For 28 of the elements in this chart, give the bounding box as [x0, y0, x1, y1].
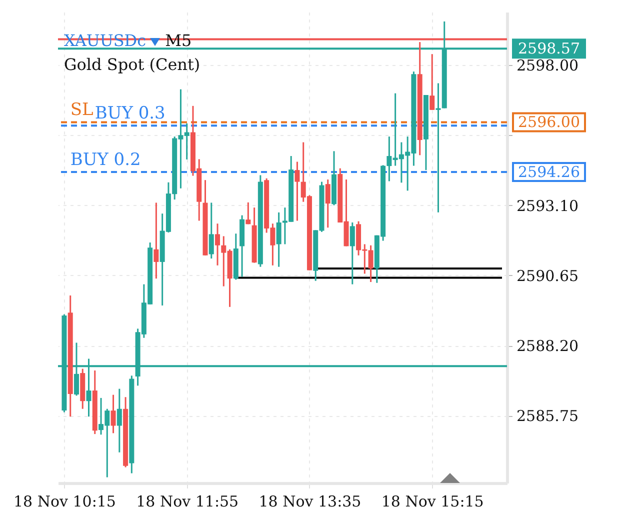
candlestick: [246, 202, 251, 225]
y-tick-label: 2593.10: [516, 196, 579, 215]
candlestick: [436, 82, 441, 214]
candlestick: [430, 53, 435, 111]
ref-line-label: 2594.26: [518, 163, 580, 182]
x-tick-label: 18 Nov 11:55: [136, 492, 239, 510]
candlestick: [116, 388, 122, 454]
y-tick-label: 2585.75: [516, 407, 579, 426]
candlestick: [276, 212, 282, 268]
ref-line-label: 2598.57: [518, 40, 580, 58]
annotation: BUY 0.3: [94, 104, 166, 124]
y-tick-label: 2598.00: [516, 56, 579, 74]
candlestick: [208, 202, 214, 260]
candlestick: [325, 178, 330, 228]
candlestick: [350, 222, 355, 286]
candlestick: [154, 202, 159, 280]
annotation: SL: [70, 100, 94, 120]
y-tick-label: 2590.65: [516, 266, 579, 285]
y-tick-label: 2588.20: [516, 337, 579, 356]
ref-line-label: 2596.00: [518, 113, 580, 132]
candlestick: [110, 394, 116, 434]
x-tick-label: 18 Nov 10:15: [13, 492, 116, 510]
candlestick: [215, 222, 220, 266]
x-tick-label: 18 Nov 13:35: [258, 492, 362, 510]
candlestick: [294, 160, 300, 222]
x-tick-label: 18 Nov 15:15: [381, 492, 484, 510]
annotation: BUY 0.2: [70, 150, 141, 170]
text: Gold Spot (Cent): [64, 54, 200, 76]
